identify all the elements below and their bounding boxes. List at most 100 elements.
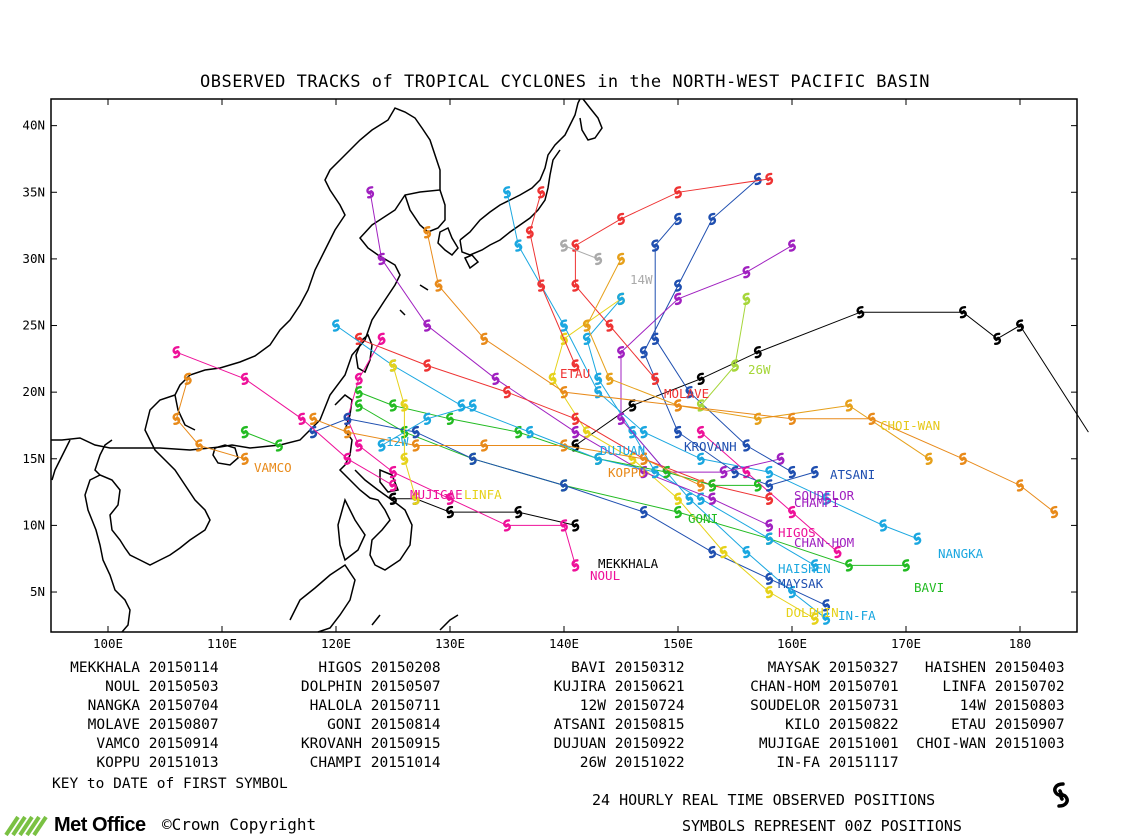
track-line xyxy=(426,232,1055,513)
key-storm-date: 20151014 xyxy=(362,755,441,771)
cyclone-position-icon xyxy=(788,465,796,479)
cyclone-position-icon xyxy=(674,399,682,412)
cyclone-position-icon xyxy=(708,479,717,492)
cyclone-position-icon xyxy=(571,412,580,425)
key-storm-date: 20150815 xyxy=(606,717,685,733)
key-storm-name: 26W xyxy=(579,755,606,771)
key-entry: VAMCO 20150914 xyxy=(52,736,218,752)
cyclone-position-icon xyxy=(377,252,386,266)
key-storm-name: MEKKHALA xyxy=(70,660,140,676)
cyclone-position-icon xyxy=(354,372,363,386)
cyclone-position-icon xyxy=(753,345,762,359)
track-vamco xyxy=(172,372,249,465)
cyclone-position-icon xyxy=(788,412,796,425)
key-note: KEY to DATE of FIRST SYMBOL xyxy=(52,776,288,792)
key-entry: 12W 20150724 xyxy=(488,698,685,714)
cyclone-position-icon xyxy=(617,252,625,266)
key-entry: MEKKHALA 20150114 xyxy=(52,660,218,676)
storm-label: MEKKHALA xyxy=(598,556,659,571)
key-storm-date: 20150907 xyxy=(986,717,1065,733)
cyclone-position-icon xyxy=(400,452,409,465)
cyclone-position-icon xyxy=(423,412,432,425)
key-entry: NANGKA 20150704 xyxy=(52,698,219,714)
cyclone-position-icon xyxy=(560,479,568,492)
cyclone-position-icon xyxy=(434,279,443,292)
key-storm-date: 20150507 xyxy=(362,679,441,695)
cyclone-position-icon xyxy=(594,252,603,266)
cyclone-position-icon xyxy=(354,332,363,346)
cyclone-position-icon xyxy=(389,479,397,492)
key-storm-name: CHOI-WAN xyxy=(916,736,986,752)
key-storm-date: 20150208 xyxy=(362,660,441,676)
cyclone-position-icon xyxy=(651,372,660,386)
cyclone-position-icon xyxy=(639,425,648,439)
storm-label: HIGOS xyxy=(778,525,816,540)
key-entry: IN-FA 20151117 xyxy=(700,755,898,771)
key-storm-date: 20150822 xyxy=(820,717,899,733)
lon-label: 110E xyxy=(207,636,237,651)
cyclone-position-icon xyxy=(765,479,774,492)
cyclone-position-icon xyxy=(377,332,386,346)
lon-label: 100E xyxy=(93,636,123,651)
key-entry: GONI 20150814 xyxy=(266,717,441,733)
storm-label: GONI xyxy=(688,511,718,526)
cyclone-position-icon xyxy=(605,319,614,332)
track-line xyxy=(563,245,599,260)
key-entry: LINFA 20150702 xyxy=(886,679,1065,695)
cyclone-position-icon xyxy=(195,439,204,452)
key-storm-name: SOUDELOR xyxy=(750,698,820,714)
key-storm-date: 20150403 xyxy=(986,660,1065,676)
cyclone-position-icon xyxy=(275,439,283,452)
key-storm-date: 20150702 xyxy=(986,679,1065,695)
cyclone-position-icon xyxy=(354,399,363,412)
track-etau xyxy=(525,186,580,372)
key-entry: MUJIGAE 20151001 xyxy=(700,736,899,752)
key-entry: DUJUAN 20150922 xyxy=(488,736,685,752)
key-entry: HIGOS 20150208 xyxy=(266,660,441,676)
cyclone-position-icon xyxy=(343,412,352,425)
key-storm-date: 20151003 xyxy=(986,736,1065,752)
key-storm-date: 20150312 xyxy=(606,660,685,676)
cyclone-position-icon xyxy=(810,612,819,625)
key-storm-name: DOLPHIN xyxy=(300,679,362,695)
storm-label: HAISHEN xyxy=(778,561,831,576)
cyclone-position-icon xyxy=(594,385,603,399)
cyclone-position-icon xyxy=(480,439,489,452)
lat-label: 20N xyxy=(22,384,45,399)
track-12w xyxy=(377,399,477,452)
cyclone-position-icon xyxy=(696,492,705,505)
cyclone-position-icon xyxy=(571,559,580,572)
cyclone-position-icon xyxy=(639,345,648,359)
cyclone-position-icon xyxy=(742,465,751,479)
cyclone-position-icon xyxy=(833,545,842,559)
cyclone-position-icon xyxy=(753,172,762,186)
cyclone-position-icon xyxy=(468,399,477,412)
cyclone-position-icon xyxy=(617,345,625,359)
cyclone-position-icon xyxy=(446,412,454,425)
track-linfa xyxy=(389,359,420,505)
cyclone-position-icon xyxy=(240,425,249,439)
storm-label: MOLAVE xyxy=(664,386,709,401)
cyclone-position-icon xyxy=(776,452,785,465)
key-storm-name: HAISHEN xyxy=(924,660,986,676)
cyclone-position-icon xyxy=(788,505,796,519)
cyclone-position-icon xyxy=(560,385,568,399)
key-entry: KROVANH 20150915 xyxy=(266,736,441,752)
cyclone-position-icon xyxy=(696,372,705,386)
key-entry: ETAU 20150907 xyxy=(886,717,1065,733)
cyclone-position-icon xyxy=(480,332,489,346)
cyclone-position-icon xyxy=(639,505,648,519)
cyclone-position-icon xyxy=(411,425,420,439)
key-entry: CHAN-HOM 20150701 xyxy=(700,679,898,695)
cyclone-position-icon xyxy=(719,545,728,559)
cyclone-position-icon xyxy=(742,292,751,306)
met-office-emblem-icon xyxy=(4,815,48,837)
key-storm-date: 20151001 xyxy=(820,736,899,752)
cyclone-position-icon xyxy=(503,385,511,399)
track-14w xyxy=(560,239,603,266)
key-storm-name: KOPPU xyxy=(96,755,140,771)
key-entry: CHOI-WAN 20151003 xyxy=(886,736,1065,752)
footer-line-2: SYMBOLS REPRESENT 00Z POSITIONS xyxy=(682,817,962,835)
